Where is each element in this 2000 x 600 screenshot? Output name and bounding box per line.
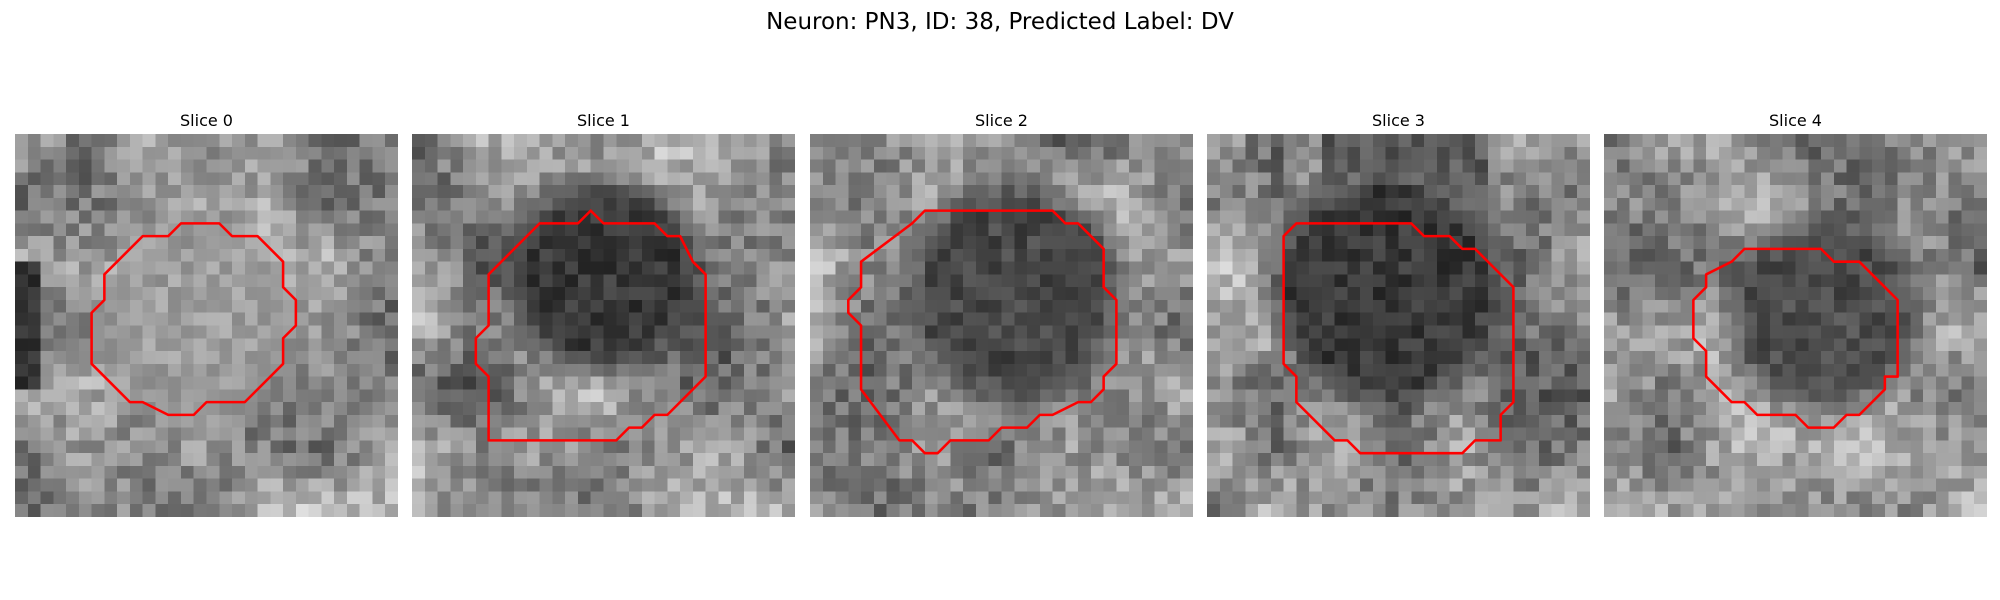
roi-contour [1282, 222, 1515, 455]
contour-overlay [474, 209, 707, 442]
figure-title: Neuron: PN3, ID: 38, Predicted Label: DV [766, 9, 1234, 35]
slice-title: Slice 2 [975, 111, 1028, 130]
slice-panel-4: Slice 4 [1604, 108, 1987, 517]
roi-contour [847, 209, 1118, 455]
slice-image [1604, 134, 1987, 517]
slice-title: Slice 0 [180, 111, 233, 130]
contour-overlay [847, 209, 1118, 455]
slice-panel-1: Slice 1 [412, 108, 795, 517]
slice-panel-2: Slice 2 [810, 108, 1193, 517]
slice-image [412, 134, 795, 517]
roi-contour [90, 222, 298, 417]
contour-overlay [1692, 247, 1899, 429]
roi-contour [1692, 247, 1899, 429]
slice-panel-3: Slice 3 [1207, 108, 1590, 517]
roi-contour [474, 209, 707, 442]
slice-panel-0: Slice 0 [15, 108, 398, 517]
slice-image [810, 134, 1193, 517]
contour-overlay [90, 222, 298, 417]
contour-overlay [1282, 222, 1515, 455]
slice-title: Slice 1 [577, 111, 630, 130]
slice-image [15, 134, 398, 517]
slice-title: Slice 3 [1372, 111, 1425, 130]
slice-title: Slice 4 [1769, 111, 1822, 130]
